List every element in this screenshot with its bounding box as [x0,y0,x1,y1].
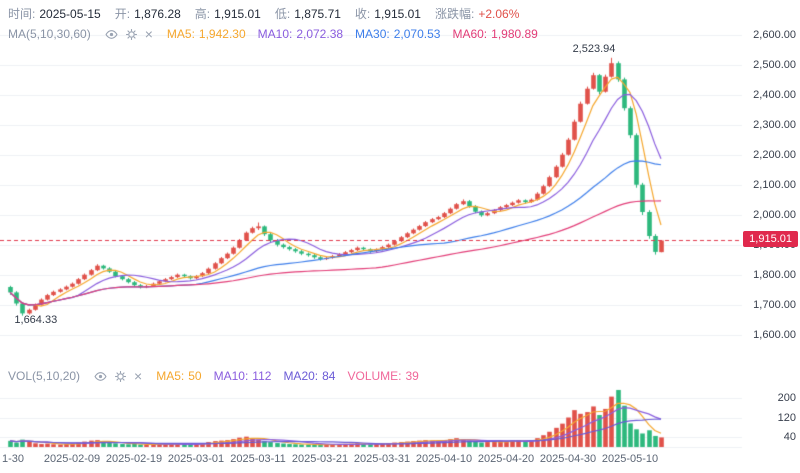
vol-ma10-readout: MA10: 112 [214,369,272,383]
ma10-readout: MA10: 2,072.38 [258,27,343,41]
ma5-readout: MA5: 1,942.30 [167,27,246,41]
ma-indicator-bar: MA(5,10,30,60) × MA5: 1,942.30 MA10: 2,0… [8,27,538,41]
vol-ma5-value: 50 [188,369,202,383]
ma60-value: 1,980.89 [491,27,538,41]
low-label: 低: [274,7,291,21]
x-axis-label: 2025-02-09 [43,453,101,465]
ma-eye-icon[interactable] [105,28,118,41]
peak-price-annotation: 2,523.94 [572,42,616,55]
volume-label: VOLUME: [347,369,402,383]
ma5-label: MA5: [166,27,195,41]
ma60-label: MA60: [452,27,488,41]
last-price-tag: 1,915.01 [743,231,798,248]
change-label: 涨跌幅: [434,7,475,21]
vol-ma10-label: MA10: [213,369,249,383]
x-axis-label: 2025-05-10 [601,453,659,465]
volume-axis-label: 120 [777,411,796,424]
volume-readout: VOLUME: 39 [347,369,418,383]
low-value: 1,875.71 [294,6,341,21]
vol-ma5-readout: MA5: 50 [156,369,201,383]
ma-close-icon[interactable]: × [144,26,153,42]
ma30-value: 2,070.53 [393,27,441,41]
x-axis-label: 2025-03-21 [291,453,349,465]
ma30-readout: MA30: 2,070.53 [355,27,440,41]
x-axis-label: 2025-02-19 [105,453,163,465]
ma5-value: 1,942.30 [198,27,246,41]
vol-ma20-label: MA20: [283,369,319,383]
ma-indicator-title: MA(5,10,30,60) [8,27,91,41]
x-axis-label: 2025-04-20 [477,453,535,465]
vol-indicator-title: VOL(5,10,20) [8,369,81,383]
vol-indicator-controls: × [94,369,142,383]
price-axis-label: 2,400.00 [753,89,796,101]
price-axis-label: 1,600.00 [753,329,796,341]
x-axis-label: 2025-03-01 [167,453,225,465]
change-value: +2.06% [478,6,520,21]
volume-indicator-bar: VOL(5,10,20) × MA5: 50 MA10: 112 MA20: 8… [8,369,419,383]
close-value: 1,915.01 [374,6,421,21]
vol-eye-icon[interactable] [94,370,107,383]
price-axis-label: 2,100.00 [753,179,796,191]
time-value: 2025-05-15 [39,6,101,21]
vol-close-icon[interactable]: × [134,368,143,384]
vol-ma20-value: 84 [322,369,336,383]
info-high: 高: 1,915.01 [195,5,261,22]
x-axis-label: 2025-04-10 [415,453,473,465]
x-axis-label: 2025-03-11 [230,453,286,465]
price-axis-label: 2,300.00 [753,119,796,131]
volume-axis-label: 40 [783,431,796,444]
price-axis-label: 2,500.00 [753,59,796,71]
ma10-label: MA10: [257,27,293,41]
price-axis-label: 2,600.00 [753,29,796,41]
volume-axis-label: 200 [777,391,796,404]
ma10-value: 2,072.38 [296,27,344,41]
price-axis-label: 1,700.00 [753,299,796,311]
ma-settings-gear-icon[interactable] [125,28,138,41]
price-axis-label: 2,200.00 [753,149,796,161]
vol-ma10-value: 112 [252,369,272,383]
x-axis-label: 1-30 [2,453,25,465]
price-axis-label: 2,000.00 [753,209,796,221]
info-low: 低: 1,875.71 [275,5,341,22]
price-axis-label: 1,800.00 [753,269,796,281]
vol-settings-gear-icon[interactable] [114,370,127,383]
info-time: 时间: 2025-05-15 [8,5,101,22]
x-axis-label: 2025-04-30 [539,453,597,465]
open-label: 开: [114,7,131,21]
close-label: 收: [354,7,371,21]
open-value: 1,876.28 [134,6,181,21]
info-close: 收: 1,915.01 [355,5,421,22]
info-change: 涨跌幅: +2.06% [435,5,519,22]
ma-indicator-controls: × [105,27,153,41]
volume-value: 39 [405,369,419,383]
high-label: 高: [194,7,211,21]
ma60-readout: MA60: 1,980.89 [452,27,537,41]
x-axis-label: 2025-03-31 [353,453,411,465]
high-value: 1,915.01 [214,6,261,21]
trough-price-annotation: 1,664.33 [14,313,58,326]
ma30-label: MA30: [355,27,390,41]
ohlc-info-bar: 时间: 2025-05-15 开: 1,876.28 高: 1,915.01 低… [8,5,519,22]
info-open: 开: 1,876.28 [115,5,181,22]
vol-ma20-readout: MA20: 84 [283,369,335,383]
time-label: 时间: [8,7,36,21]
vol-ma5-label: MA5: [156,369,185,383]
